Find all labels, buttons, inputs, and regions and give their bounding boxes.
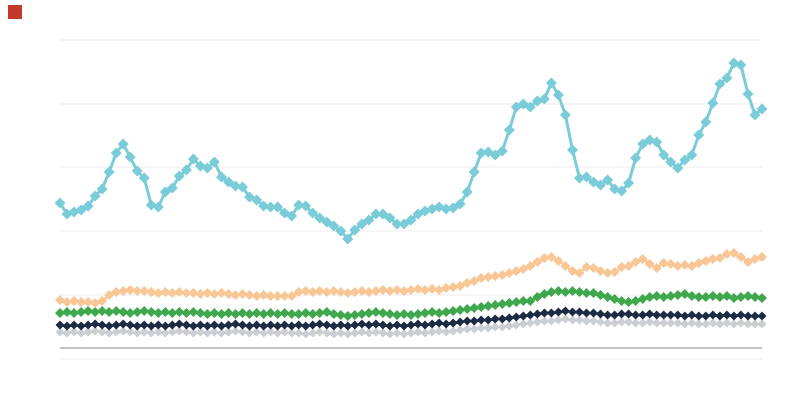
series-line-cyan [58,61,764,241]
red-marker-square [8,5,22,19]
series-cyan [54,57,768,245]
series-markers-gray [55,314,767,339]
series-navy [55,306,767,331]
series-green [55,286,767,321]
series-markers-green [55,286,767,321]
series-gray [55,314,767,339]
series-markers-orange [55,248,767,308]
series-markers-navy [55,306,767,331]
series-orange [55,248,767,308]
